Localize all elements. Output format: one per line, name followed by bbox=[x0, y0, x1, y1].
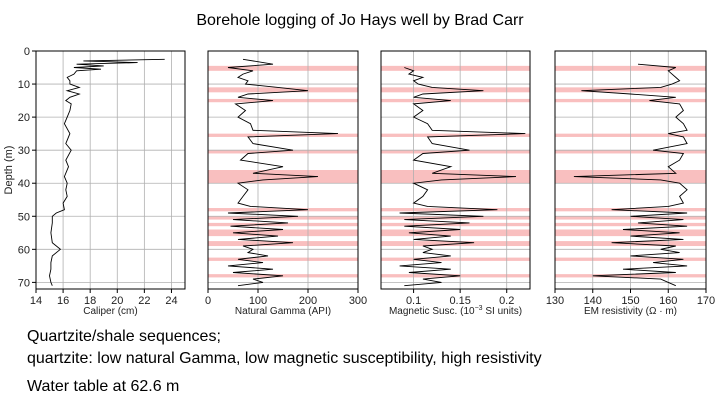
depth-band bbox=[381, 257, 530, 261]
depth-band bbox=[208, 216, 358, 220]
depth-band bbox=[208, 150, 358, 154]
log-trace bbox=[227, 58, 339, 287]
log-trace bbox=[49, 58, 165, 286]
depth-band bbox=[208, 229, 358, 237]
x-axis-label: EM resistivity (Ω · m) bbox=[584, 306, 677, 317]
x-tick-label: 130 bbox=[546, 295, 564, 307]
depth-band bbox=[208, 87, 358, 93]
caption-line-2: quartzite: low natural Gamma, low magnet… bbox=[27, 350, 542, 367]
depth-band bbox=[381, 150, 530, 154]
caption-line-3: Water table at 62.6 m bbox=[27, 378, 180, 395]
log-trace bbox=[399, 67, 526, 287]
x-tick-label: 20 bbox=[111, 295, 123, 307]
slide-title: Borehole logging of Jo Hays well by Brad… bbox=[196, 12, 524, 29]
y-tick-label: 70 bbox=[18, 277, 30, 289]
axes-frame bbox=[35, 50, 186, 290]
y-tick-label: 20 bbox=[18, 112, 30, 124]
depth-band bbox=[381, 87, 530, 93]
x-axis-label-exponent: −3 bbox=[475, 305, 483, 312]
depth-band bbox=[208, 65, 358, 71]
y-tick-label: 60 bbox=[18, 244, 30, 256]
depth-band bbox=[208, 257, 358, 261]
x-tick-label: 18 bbox=[84, 295, 96, 307]
depth-band bbox=[381, 222, 530, 227]
y-axis-label: Depth (m) bbox=[3, 146, 15, 195]
depth-band bbox=[208, 222, 358, 227]
y-tick-label: 30 bbox=[18, 145, 30, 157]
depth-band bbox=[208, 170, 358, 184]
axes-frame bbox=[207, 50, 359, 290]
depth-band bbox=[208, 208, 358, 212]
x-tick-label: 16 bbox=[57, 295, 69, 307]
y-tick-label: 10 bbox=[18, 79, 30, 91]
x-tick-label: 160 bbox=[659, 295, 677, 307]
x-tick-label: 22 bbox=[138, 295, 150, 307]
x-tick-label: 0.15 bbox=[449, 295, 470, 307]
depth-band bbox=[381, 216, 530, 220]
x-tick-label: 140 bbox=[584, 295, 602, 307]
x-tick-label: 0 bbox=[205, 295, 211, 307]
depth-band bbox=[381, 229, 530, 237]
depth-band bbox=[381, 170, 530, 184]
x-axis-label-suffix: SI units) bbox=[483, 306, 522, 317]
x-tick-label: 0.2 bbox=[499, 295, 514, 307]
depth-band bbox=[381, 208, 530, 212]
log-trace bbox=[573, 63, 688, 287]
y-tick-label: 40 bbox=[18, 178, 30, 190]
x-axis-label: Caliper (cm) bbox=[83, 306, 137, 317]
x-tick-label: 24 bbox=[165, 295, 177, 307]
x-tick-label: 170 bbox=[697, 295, 715, 307]
x-tick-label: 14 bbox=[30, 295, 42, 307]
depth-band bbox=[381, 133, 530, 137]
depth-band bbox=[381, 98, 530, 103]
y-tick-label: 0 bbox=[24, 46, 30, 58]
x-axis-label: Natural Gamma (API) bbox=[235, 306, 331, 317]
x-tick-label: 150 bbox=[621, 295, 639, 307]
well-log-figure: 14 16 18 20 22 24 Caliper (cm) 0 10 20 30 40 50 60 70 D… bbox=[3, 46, 715, 317]
x-tick-label: 100 bbox=[249, 295, 267, 307]
x-tick-label: 200 bbox=[299, 295, 317, 307]
x-axis-label: Magnetic Susc. (10−3 SI units) bbox=[389, 305, 522, 317]
axes-frame bbox=[380, 50, 531, 290]
caption-line-1: Quartzite/shale sequences; bbox=[27, 328, 221, 345]
x-tick-label: 300 bbox=[349, 295, 367, 307]
depth-band bbox=[208, 98, 358, 103]
y-tick-label: 50 bbox=[18, 211, 30, 223]
depth-band bbox=[381, 65, 530, 71]
x-tick-label: 0.1 bbox=[406, 295, 421, 307]
